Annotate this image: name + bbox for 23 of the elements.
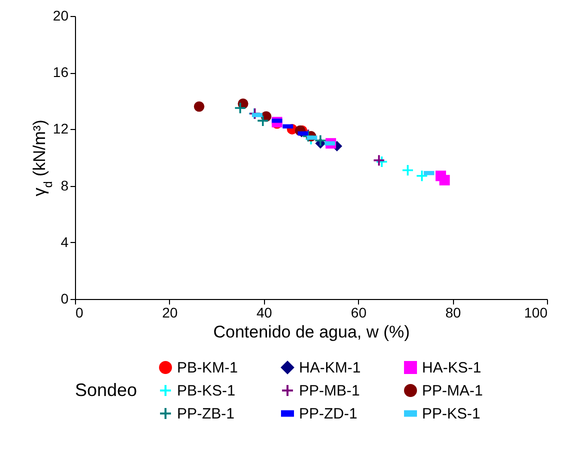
y-tick-label: 12 — [52, 120, 69, 137]
y-tick-label: 20 — [52, 8, 69, 24]
legend-label: HA-KM-1 — [299, 360, 361, 377]
legend-label: PP-MA-1 — [422, 382, 483, 400]
y-tick-label: 8 — [60, 177, 69, 194]
y-tick-label: 0 — [60, 290, 69, 306]
x-tick-label: 60 — [350, 304, 367, 320]
legend-label: PP-KS-1 — [422, 406, 480, 422]
x-tick-label: 80 — [445, 304, 462, 320]
x-tick-label: 0 — [76, 304, 84, 320]
legend-label: HA-KS-1 — [422, 360, 482, 377]
legend-label: PB-KS-1 — [177, 382, 236, 400]
x-tick-label: 40 — [256, 304, 272, 320]
legend-label: PP-MB-1 — [299, 382, 360, 400]
legend-label: PP-ZB-1 — [177, 406, 235, 422]
legend-label: PB-KM-1 — [177, 360, 238, 377]
legend-label: PP-ZD-1 — [299, 406, 358, 422]
x-tick-label: 20 — [162, 304, 178, 320]
y-tick-label: 16 — [52, 64, 69, 80]
x-tick-label: 100 — [524, 304, 548, 320]
legend-title: Sondeo — [75, 380, 138, 400]
x-axis-title: Contenido de agua, w (%) — [213, 322, 410, 342]
y-tick-label: 4 — [60, 234, 69, 250]
